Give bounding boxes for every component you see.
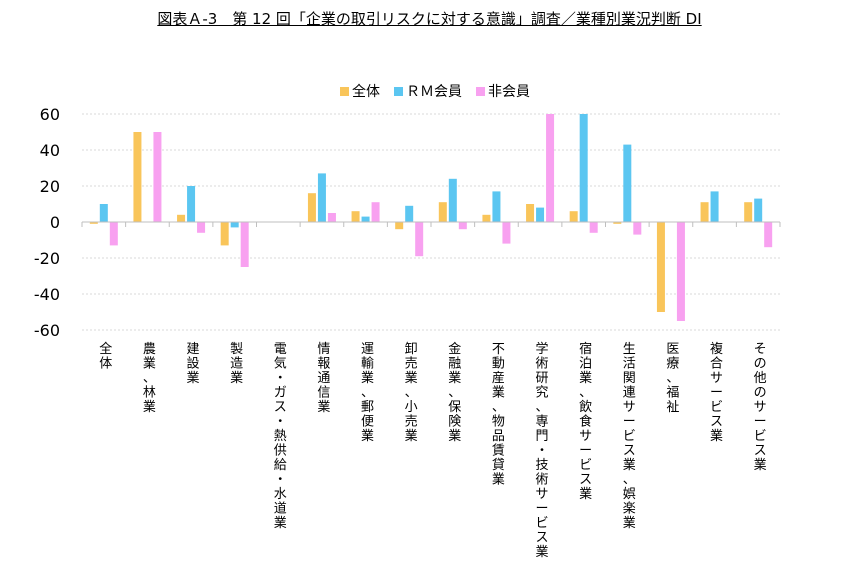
bar [371, 202, 380, 222]
bar [700, 202, 709, 222]
bar [351, 211, 360, 222]
svg-text:複合サービス業: 複合サービス業 [710, 341, 723, 444]
bar [623, 144, 632, 222]
bar [415, 222, 424, 257]
bar [569, 211, 578, 222]
bar [327, 213, 336, 222]
category-labels: 全体 農業、林業 建設業 製造業 電気・ガス・熱供給・水道業 情報通信業 運輸業、郵便業 卸売… [99, 341, 766, 560]
bar [153, 132, 162, 222]
bar [405, 205, 414, 222]
y-tick-label: -20 [34, 249, 60, 268]
bar [536, 207, 545, 222]
legend-swatch [394, 87, 403, 96]
svg-text:金融業、保険業: 金融業、保険業 [448, 341, 461, 444]
bar [526, 204, 535, 222]
bar [676, 222, 685, 321]
legend: 全体 ＲＭ会員 非会員 [340, 83, 530, 100]
bar [458, 222, 467, 230]
bar [230, 222, 239, 228]
bar [109, 222, 118, 246]
bar [89, 222, 98, 224]
bar [197, 222, 206, 233]
bar [589, 222, 598, 233]
y-tick-label: -40 [34, 285, 60, 304]
category-label: 建設業 [187, 342, 200, 386]
legend-swatch [340, 87, 349, 96]
category-label: 複合サービス業 [710, 341, 723, 444]
svg-text:その他のサービス業: その他のサービス業 [754, 342, 767, 473]
svg-text:建設業: 建設業 [187, 342, 200, 386]
category-label: 電気・ガス・熱供給・水道業 [274, 342, 287, 531]
category-label: 情報通信業 [317, 342, 330, 415]
bar [744, 202, 753, 222]
category-label: 金融業、保険業 [448, 341, 461, 444]
bar [307, 193, 316, 222]
svg-text:不動産業、物品賃貸業: 不動産業、物品賃貸業 [492, 342, 505, 488]
legend-item: 全体 [340, 83, 380, 100]
category-label: 農業、林業 [143, 342, 156, 415]
svg-text:農業、林業: 農業、林業 [143, 342, 156, 415]
category-label: 製造業 [230, 342, 243, 386]
category-label: 医療、福祉 [666, 342, 679, 415]
bar [482, 214, 491, 222]
legend-label: 非会員 [488, 84, 530, 100]
bar [613, 222, 622, 224]
category-label: 卸売業、小売業 [405, 341, 418, 444]
category-label: 全体 [99, 341, 112, 372]
bar [710, 191, 719, 222]
bar [492, 191, 501, 222]
bar [395, 222, 404, 230]
chart-title: 図表Ａ-3 第 12 回「企業の取引リスクに対する意識」調査／業種別業況判断 D… [157, 10, 702, 28]
category-label: 不動産業、物品賃貸業 [492, 342, 505, 488]
bar [99, 204, 108, 222]
svg-text:宿泊業、飲食サービス業: 宿泊業、飲食サービス業 [579, 341, 592, 502]
y-tick-label: 0 [50, 213, 60, 232]
legend-swatch [476, 87, 485, 96]
bar [579, 114, 588, 222]
legend-item: ＲＭ会員 [394, 84, 462, 100]
svg-text:製造業: 製造業 [230, 342, 243, 386]
bar [448, 178, 457, 222]
axes [81, 221, 781, 227]
svg-text:全体: 全体 [99, 341, 112, 372]
y-axis-ticks: 60 40 20 0 -20 -40 -60 [34, 105, 60, 340]
bar [220, 222, 229, 246]
bar [502, 222, 511, 244]
category-label: 生活関連サービス業、娯楽業 [623, 342, 636, 531]
svg-text:電気・ガス・熱供給・水道業: 電気・ガス・熱供給・水道業 [274, 342, 287, 531]
category-label: その他のサービス業 [754, 342, 767, 473]
bar [177, 214, 186, 222]
legend-label: 全体 [352, 83, 380, 100]
svg-text:運輸業、郵便業: 運輸業、郵便業 [361, 342, 374, 444]
bar [187, 186, 196, 222]
bar [633, 222, 642, 235]
legend-label: ＲＭ会員 [406, 84, 462, 100]
y-tick-label: 20 [40, 177, 60, 196]
svg-text:医療、福祉: 医療、福祉 [666, 342, 679, 415]
svg-text:情報通信業: 情報通信業 [317, 342, 330, 415]
bar [317, 173, 326, 222]
svg-text:生活関連サービス業、娯楽業: 生活関連サービス業、娯楽業 [623, 342, 636, 531]
bar [546, 114, 555, 222]
bar [438, 202, 447, 222]
svg-text:卸売業、小売業: 卸売業、小売業 [405, 341, 418, 444]
legend-item: 非会員 [476, 84, 530, 100]
category-label: 宿泊業、飲食サービス業 [579, 341, 592, 502]
bar [656, 222, 665, 312]
svg-text:学術研究、専門・技術サービス業: 学術研究、専門・技術サービス業 [536, 341, 549, 560]
category-label: 運輸業、郵便業 [361, 342, 374, 444]
y-tick-label: -60 [34, 321, 60, 340]
bar [764, 222, 773, 248]
bar [240, 222, 249, 267]
y-tick-label: 60 [40, 105, 60, 124]
bar [361, 216, 370, 222]
y-tick-label: 40 [40, 141, 60, 160]
bar [133, 132, 142, 222]
bar [754, 198, 763, 222]
bars [89, 114, 773, 321]
category-label: 学術研究、専門・技術サービス業 [536, 341, 549, 560]
